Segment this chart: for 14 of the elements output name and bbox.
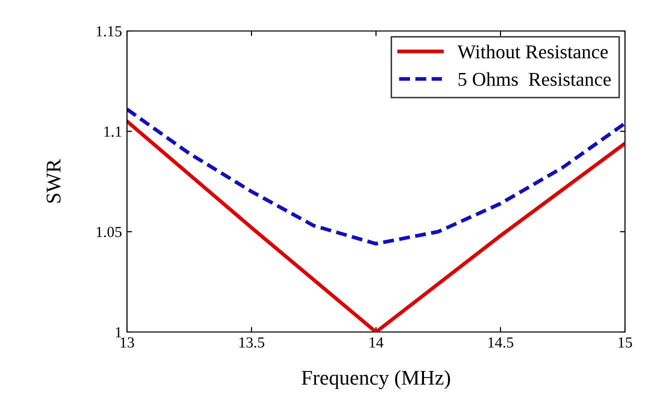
legend-label: Without Resistance <box>457 44 608 59</box>
y-tick-label: 1.05 <box>96 226 122 238</box>
x-axis-title: Frequency (MHz) <box>302 370 450 390</box>
y-axis-title: SWR <box>46 158 61 203</box>
x-tick-label: 13 <box>120 337 134 348</box>
y-tick-label: 1.1 <box>104 126 122 137</box>
y-tick-label: 1.15 <box>96 26 122 37</box>
x-tick-label: 14 <box>370 337 384 348</box>
x-tick-label: 15 <box>618 337 632 348</box>
legend-label: 5 Ohms Resistance <box>458 72 611 86</box>
x-tick-label: 13.5 <box>239 337 264 348</box>
x-tick-label: 14.5 <box>488 337 514 348</box>
y-tick-label: 1 <box>116 327 122 338</box>
line-series <box>127 107 625 246</box>
